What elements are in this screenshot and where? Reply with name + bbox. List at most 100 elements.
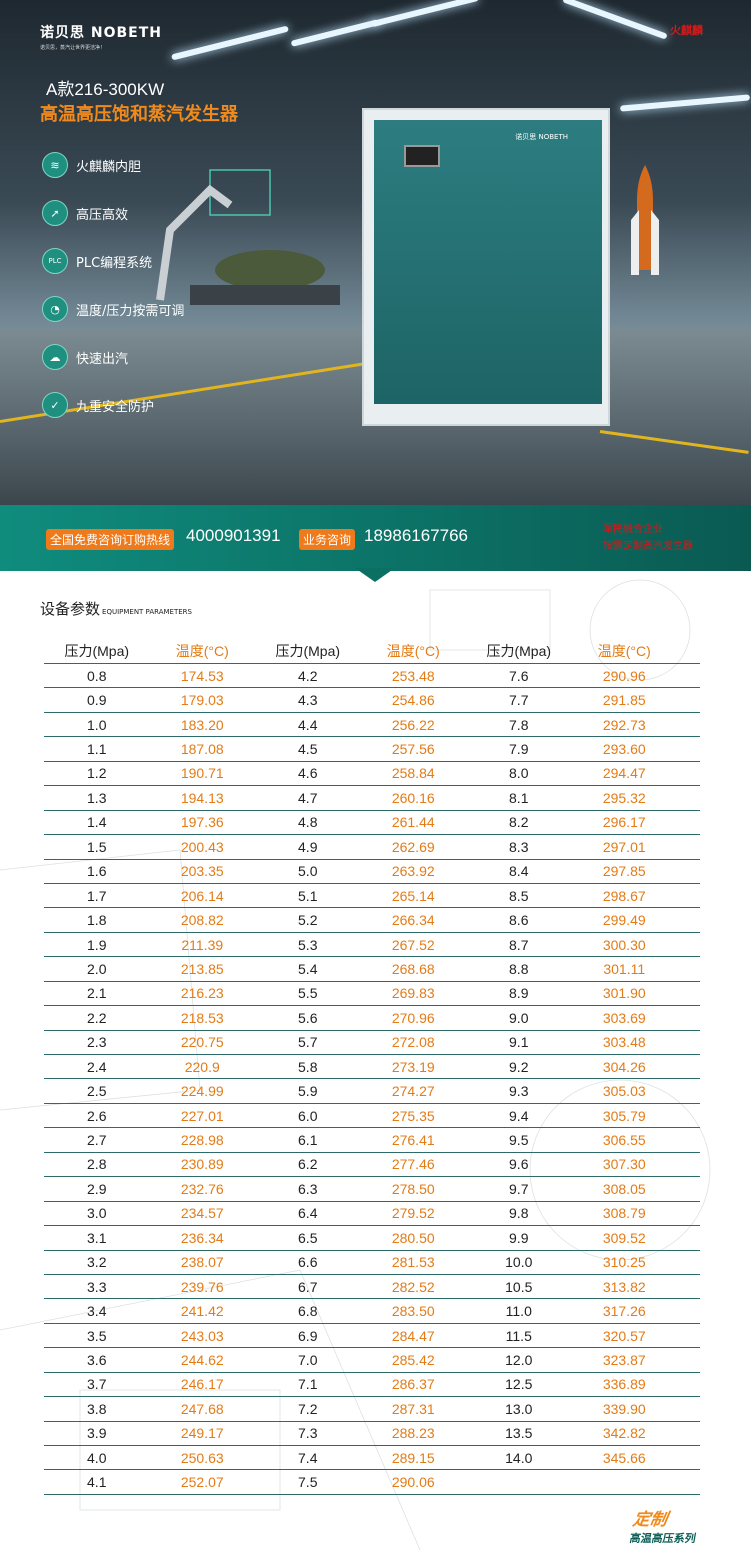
pressure-cell: 8.7 bbox=[509, 936, 529, 953]
pressure-cell: 3.3 bbox=[87, 1278, 107, 1295]
temperature-cell: 276.41 bbox=[391, 1132, 435, 1149]
pressure-cell: 6.1 bbox=[298, 1132, 318, 1149]
temperature-cell: 285.42 bbox=[391, 1351, 435, 1368]
temperature-cell: 284.47 bbox=[391, 1327, 435, 1344]
pressure-cell: 2.7 bbox=[87, 1132, 107, 1149]
pressure-cell: 5.6 bbox=[298, 1009, 318, 1026]
temperature-cell: 287.31 bbox=[391, 1400, 435, 1417]
feature-item: PLC PLC编程系统 bbox=[42, 248, 152, 274]
pressure-cell: 7.4 bbox=[298, 1449, 318, 1466]
pressure-cell: 1.1 bbox=[87, 741, 107, 758]
pressure-cell: 4.6 bbox=[298, 765, 318, 782]
pressure-cell: 9.3 bbox=[509, 1083, 529, 1100]
temperature-cell: 262.69 bbox=[391, 838, 435, 855]
pressure-cell: 6.9 bbox=[298, 1327, 318, 1344]
table-row: 1.3 194.13 4.7 260.16 8.1 295.32 bbox=[44, 786, 700, 811]
table-row: 4.0 250.63 7.4 289.15 14.0 345.66 bbox=[44, 1446, 700, 1471]
temperature-cell: 286.37 bbox=[391, 1376, 435, 1393]
table-row: 3.6 244.62 7.0 285.42 12.0 323.87 bbox=[44, 1348, 700, 1373]
temperature-cell: 290.96 bbox=[602, 667, 646, 684]
pressure-cell: 3.7 bbox=[87, 1376, 107, 1393]
ceiling-light bbox=[290, 19, 380, 47]
temperature-cell: 268.68 bbox=[391, 960, 435, 977]
temperature-cell: 250.63 bbox=[180, 1449, 224, 1466]
pressure-cell: 7.9 bbox=[509, 741, 529, 758]
model-title: A款216-300KW bbox=[46, 80, 165, 99]
pressure-cell: 7.7 bbox=[509, 692, 529, 709]
business-number[interactable]: 18986167766 bbox=[364, 526, 469, 545]
table-row: 3.9 249.17 7.3 288.23 13.5 342.82 bbox=[44, 1422, 700, 1446]
pressure-cell: 12.5 bbox=[505, 1376, 533, 1393]
pressure-cell: 0.9 bbox=[87, 692, 107, 709]
pressure-cell: 2.5 bbox=[87, 1083, 107, 1100]
pressure-cell: 11.5 bbox=[505, 1327, 532, 1344]
pressure-cell: 7.1 bbox=[298, 1376, 318, 1393]
pressure-cell: 9.1 bbox=[509, 1034, 529, 1051]
product-subtitle: 高温高压饱和蒸汽发生器 bbox=[40, 104, 238, 125]
feature-item: ≋ 火麒麟内胆 bbox=[42, 152, 141, 178]
pressure-cell: 4.5 bbox=[298, 741, 318, 758]
table-row: 2.9 232.76 6.3 278.50 9.7 308.05 bbox=[44, 1177, 700, 1202]
temperature-cell: 295.32 bbox=[602, 789, 646, 806]
temperature-cell: 197.36 bbox=[180, 814, 224, 831]
temperature-cell: 291.85 bbox=[602, 692, 646, 709]
table-row: 3.4 241.42 6.8 283.50 11.0 317.26 bbox=[44, 1299, 700, 1324]
pressure-cell: 1.6 bbox=[87, 863, 107, 880]
temperature-cell: 323.87 bbox=[602, 1351, 646, 1368]
temperature-cell: 296.17 bbox=[602, 814, 646, 831]
rocket-illustration bbox=[631, 165, 659, 275]
pressure-cell: 压力(Mpa) bbox=[275, 642, 341, 659]
temperature-cell: 238.07 bbox=[180, 1254, 224, 1271]
pressure-cell: 1.7 bbox=[87, 887, 107, 904]
hotline-number[interactable]: 4000901391 bbox=[186, 526, 281, 545]
temperature-cell: 246.17 bbox=[180, 1376, 224, 1393]
table-header-row: 压力(Mpa) 温度(°C) 压力(Mpa) 温度(°C) 压力(Mpa) 温度(°C) bbox=[44, 638, 700, 664]
table-row: 3.8 247.68 7.2 287.31 13.0 339.90 bbox=[44, 1397, 700, 1422]
pressure-cell: 3.6 bbox=[87, 1351, 107, 1368]
pressure-cell: 9.6 bbox=[509, 1156, 529, 1173]
temperature-cell: 220.75 bbox=[180, 1034, 224, 1051]
pressure-cell: 0.8 bbox=[87, 667, 107, 684]
shield-icon: ✓ bbox=[42, 392, 68, 418]
temperature-cell: 313.82 bbox=[602, 1278, 646, 1295]
temperature-cell: 274.27 bbox=[391, 1083, 435, 1100]
section-title-en: EQUIPMENT PARAMETERS bbox=[102, 608, 192, 616]
temperature-cell: 249.17 bbox=[180, 1425, 224, 1442]
steam-generator-machine: 诺贝思 NOBETH bbox=[362, 108, 610, 426]
cabinet-door-left bbox=[374, 120, 488, 404]
temperature-cell: 241.42 bbox=[180, 1303, 224, 1320]
pressure-cell: 1.5 bbox=[87, 838, 107, 855]
temperature-cell: 289.15 bbox=[391, 1449, 435, 1466]
pressure-cell: 9.5 bbox=[509, 1132, 529, 1149]
feature-item: ☁ 快速出汽 bbox=[42, 344, 128, 370]
pressure-cell: 4.0 bbox=[87, 1449, 107, 1466]
pressure-cell: 8.6 bbox=[509, 912, 529, 929]
temperature-cell: 305.03 bbox=[602, 1083, 646, 1100]
temperature-cell: 267.52 bbox=[391, 936, 435, 953]
pressure-cell: 7.5 bbox=[298, 1474, 318, 1491]
table-row: 3.0 234.57 6.4 279.52 9.8 308.79 bbox=[44, 1202, 700, 1227]
pressure-cell: 13.5 bbox=[505, 1425, 533, 1442]
temperature-cell: 270.96 bbox=[391, 1009, 435, 1026]
temperature-cell: 283.50 bbox=[391, 1303, 435, 1320]
table-row: 3.5 243.03 6.9 284.47 11.5 320.57 bbox=[44, 1324, 700, 1349]
temperature-cell: 288.23 bbox=[391, 1425, 435, 1442]
temperature-cell: 194.13 bbox=[180, 789, 224, 806]
pressure-cell: 6.4 bbox=[298, 1205, 318, 1222]
machine-brand: 诺贝思 NOBETH bbox=[515, 133, 568, 141]
temperature-cell: 297.01 bbox=[602, 838, 646, 855]
temperature-cell: 281.53 bbox=[391, 1254, 435, 1271]
temperature-cell: 183.20 bbox=[180, 716, 224, 733]
temperature-cell: 温度(°C) bbox=[175, 642, 229, 659]
pressure-cell: 7.6 bbox=[509, 667, 529, 684]
table-row: 3.3 239.76 6.7 282.52 10.5 313.82 bbox=[44, 1275, 700, 1300]
parameter-table: 压力(Mpa) 温度(°C) 压力(Mpa) 温度(°C) 压力(Mpa) 温度(°C) 0… bbox=[44, 638, 700, 1495]
temperature-cell: 257.56 bbox=[391, 741, 435, 758]
temperature-cell: 309.52 bbox=[602, 1229, 646, 1246]
temperature-cell: 232.76 bbox=[180, 1180, 224, 1197]
table-row: 3.7 246.17 7.1 286.37 12.5 336.89 bbox=[44, 1373, 700, 1398]
feature-label: 高压高效 bbox=[76, 207, 129, 223]
temperature-cell: 304.26 bbox=[602, 1058, 646, 1075]
temperature-cell: 279.52 bbox=[391, 1205, 435, 1222]
temperature-cell: 266.34 bbox=[391, 912, 435, 929]
